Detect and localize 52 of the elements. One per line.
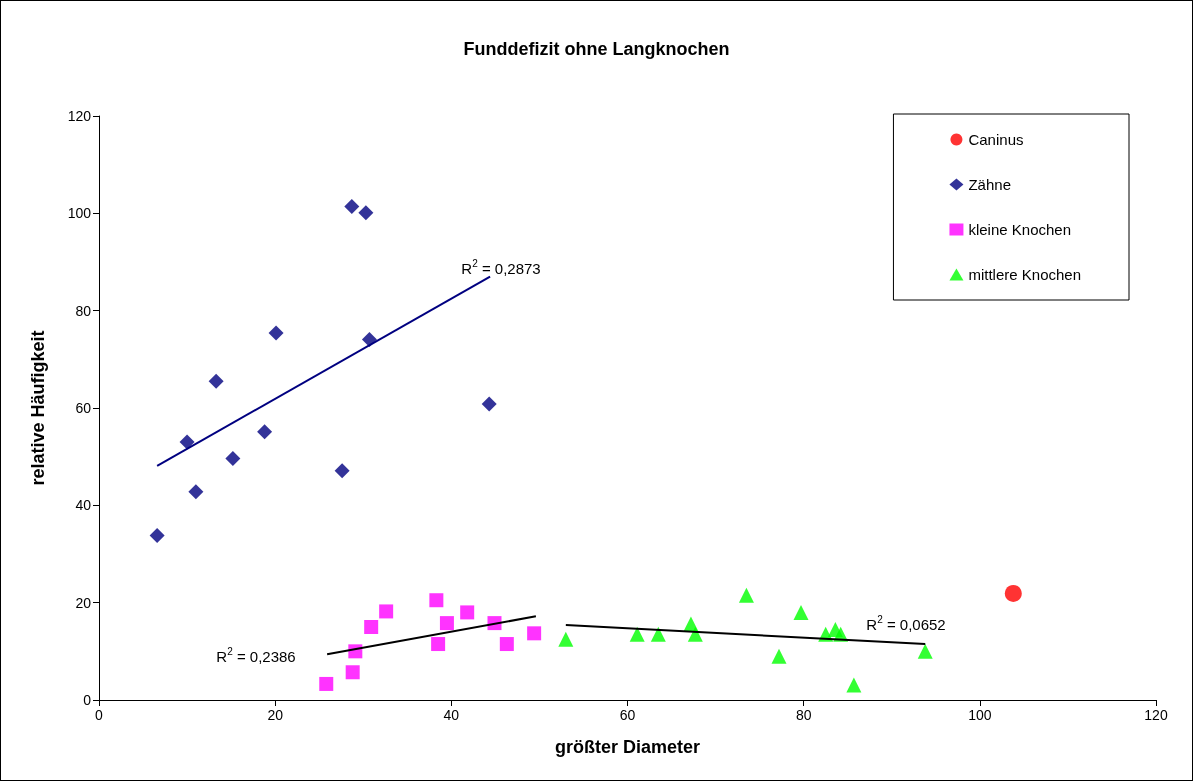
y-tick-label: 20 <box>75 594 92 611</box>
point <box>917 643 933 659</box>
point <box>319 676 334 691</box>
point <box>558 631 574 647</box>
point <box>334 463 350 479</box>
point <box>429 593 444 608</box>
point <box>793 604 809 620</box>
y-tick-label: 0 <box>83 692 92 708</box>
y-tick-label: 120 <box>67 108 92 124</box>
y-tick-label: 100 <box>67 205 92 222</box>
point <box>527 626 542 641</box>
legend-label: kleine Knochen <box>968 221 1072 238</box>
point <box>439 616 454 631</box>
legend-label: Caninus <box>968 131 1024 148</box>
x-tick-label: 80 <box>795 707 812 723</box>
point <box>208 373 224 389</box>
x-tick-label: 0 <box>95 707 104 723</box>
point <box>687 626 703 642</box>
y-tick-label: 60 <box>75 400 92 416</box>
point <box>431 637 446 652</box>
x-tick-label: 40 <box>443 707 460 723</box>
point <box>345 665 360 680</box>
point <box>846 677 862 693</box>
point <box>650 626 666 642</box>
y-tick-label: 40 <box>75 497 92 514</box>
point <box>188 484 204 500</box>
x-axis-title: größter Diameter <box>554 737 701 757</box>
x-tick-label: 60 <box>619 707 636 723</box>
point <box>629 626 645 642</box>
point <box>481 396 497 412</box>
point <box>149 528 165 544</box>
x-tick-label: 100 <box>968 707 992 723</box>
point <box>499 637 514 652</box>
point <box>1004 584 1022 602</box>
y-axis-title: relative Häufigkeit <box>28 330 48 486</box>
chart-title: Funddefizit ohne Langknochen <box>463 39 730 59</box>
point <box>257 424 273 440</box>
point <box>225 451 241 467</box>
legend-label: Zähne <box>968 176 1011 193</box>
point <box>344 199 360 215</box>
x-tick-label: 120 <box>1144 707 1168 723</box>
point <box>358 205 374 221</box>
point <box>738 587 754 603</box>
legend-label: mittlere Knochen <box>968 266 1081 283</box>
point <box>379 604 394 619</box>
point <box>460 605 475 620</box>
point <box>364 620 379 634</box>
x-tick-label: 20 <box>267 707 284 723</box>
point <box>179 434 195 450</box>
point <box>268 325 284 341</box>
point <box>771 648 787 664</box>
y-tick-label: 80 <box>75 302 92 319</box>
